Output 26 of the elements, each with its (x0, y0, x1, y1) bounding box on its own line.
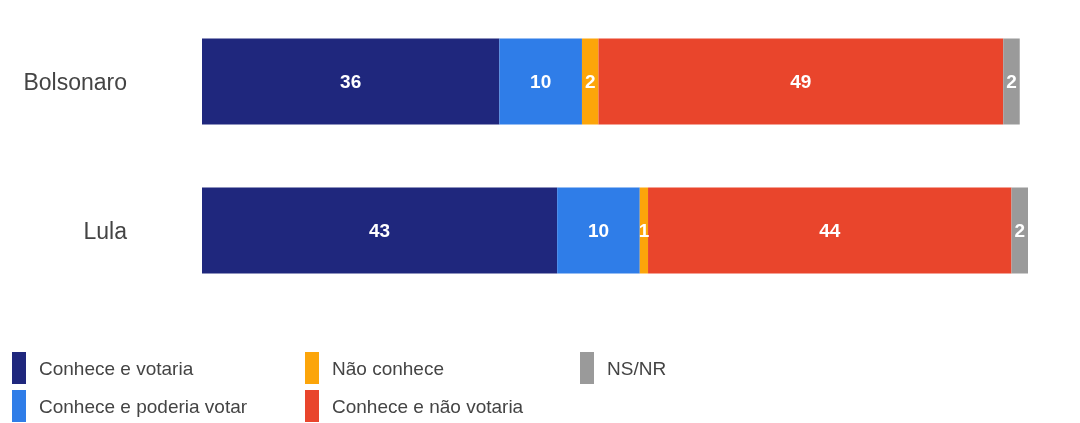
data-label: 2 (584, 71, 596, 92)
bar (202, 187, 558, 274)
legend-label: Não conhece (332, 357, 444, 379)
bar (648, 187, 1012, 274)
bar (598, 38, 1004, 125)
data-label: 10 (530, 71, 552, 92)
data-label: 36 (340, 71, 362, 92)
data-label: 2 (1014, 220, 1026, 241)
y-tick-label: Lula (83, 217, 128, 244)
legend-label: Conhece e votaria (39, 357, 194, 379)
data-label: 44 (819, 220, 841, 241)
legend-label: Conhece e poderia votar (39, 395, 248, 417)
bar (202, 38, 500, 125)
data-label: 10 (587, 220, 610, 241)
bar (1011, 187, 1028, 274)
y-tick-label: Bolsonaro (23, 68, 127, 95)
bar (499, 38, 582, 125)
data-label: 49 (790, 71, 812, 92)
legend-label: Conhece e não votaria (332, 395, 524, 417)
bar (557, 187, 640, 274)
data-label: 1 (638, 220, 650, 241)
bar (1003, 38, 1020, 125)
data-label: 2 (1006, 71, 1017, 92)
bar (581, 38, 599, 125)
data-label: 43 (369, 220, 391, 241)
legend-label: NS/NR (607, 357, 667, 379)
